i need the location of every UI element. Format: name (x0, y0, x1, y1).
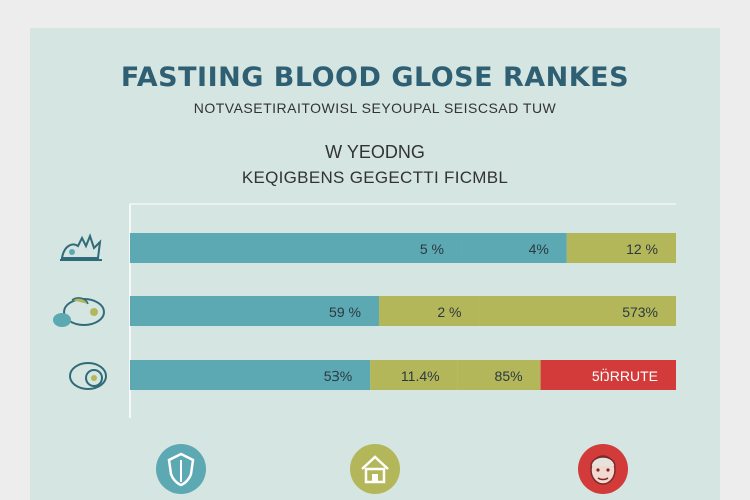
bar-row-2-label-2: 2 % (437, 304, 461, 320)
organ-illustration-icon (53, 297, 105, 327)
bar-row-3-label-4: 85% (495, 368, 523, 384)
house-icon (350, 444, 400, 494)
shield-drop-icon (156, 444, 206, 494)
bar-row-3-label-5: 5Ŋ̈RRUTE (592, 368, 658, 384)
bar-row-3-label-1: 5Ɜ% (324, 368, 352, 384)
bar-row-2-segment-3 (479, 296, 676, 326)
infographic-panel: FASTIING BLOOD GLOSE RANKES NOTVASETIRAI… (30, 28, 720, 500)
chart-subtitle: NOTVASETIRAITOWISL SEYOUPAL SEISCSAD TUW (193, 100, 557, 116)
hands-illustration-icon (60, 233, 102, 261)
bar-row-2-segment-2 (378, 296, 480, 326)
bar-row-1-label-3: 12 % (626, 241, 658, 257)
bar-row-3-label-2: 11.4% (401, 368, 440, 384)
bar-row-2-label-1: 59 % (329, 304, 361, 320)
bar-row-1-segment-3 (566, 233, 676, 263)
bar-row-2-label-3: 573% (622, 304, 658, 320)
bar-row-1-segment-1 (130, 233, 462, 263)
section-subheading: KEQIGBENS GEGECTTI FICMBL (241, 168, 509, 187)
bar-row-3-segment-2 (370, 360, 458, 390)
bar-row-3-segment-1 (130, 360, 371, 390)
bar-row-3-segment-4 (457, 360, 541, 390)
bar-row-3-segment-5 (540, 360, 676, 390)
section-heading: W YEODNG (325, 142, 425, 162)
person-face-icon (578, 444, 628, 494)
bar-row-1-label-2: 4% (529, 241, 549, 257)
bar-row-1-segment-2 (461, 233, 567, 263)
bar-row-1-label-1: 5 % (420, 241, 444, 257)
bar-row-2-segment-1 (130, 296, 379, 326)
scale-illustration-icon (69, 362, 107, 390)
chart-title: FASTIING BLOOD GLOSE RANKES (120, 62, 630, 93)
stacked-bar-chart: 5 % 4% 12 % 59 % 2 % 573% 5Ɜ% 11.4% 85% 5Ŋ̈RRUTE (129, 203, 676, 418)
